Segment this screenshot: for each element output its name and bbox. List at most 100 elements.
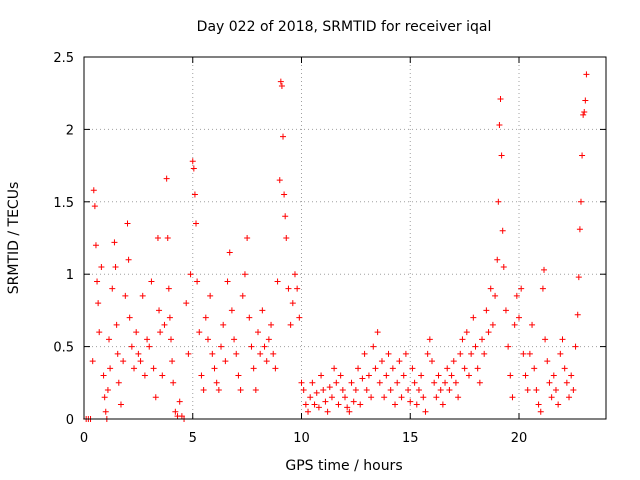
data-point	[363, 387, 370, 394]
data-point	[331, 365, 338, 372]
data-point	[96, 329, 103, 336]
data-point	[322, 398, 329, 405]
data-point	[559, 336, 566, 343]
data-point	[496, 122, 503, 129]
data-point	[489, 321, 496, 328]
data-point	[507, 372, 514, 379]
data-point	[474, 365, 481, 372]
data-point	[154, 235, 161, 241]
data-point	[193, 220, 200, 227]
x-tick-label: 15	[402, 431, 419, 446]
data-point	[202, 314, 209, 321]
data-point	[448, 372, 455, 379]
data-point	[472, 343, 479, 350]
data-points	[83, 71, 590, 422]
data-point	[452, 379, 459, 386]
data-point	[492, 292, 499, 299]
data-point	[413, 401, 420, 408]
data-point	[339, 387, 346, 394]
data-point	[276, 177, 283, 184]
data-point	[124, 220, 131, 227]
data-point	[91, 203, 98, 210]
data-point	[189, 158, 196, 165]
data-point	[497, 95, 504, 102]
data-point	[302, 401, 309, 408]
data-point	[572, 343, 579, 350]
data-point	[272, 365, 279, 372]
data-point	[398, 394, 405, 401]
x-axis-label: GPS time / hours	[285, 458, 402, 474]
data-point	[485, 329, 492, 336]
data-point	[385, 350, 392, 357]
data-point	[246, 314, 253, 321]
data-point	[161, 321, 168, 328]
data-point	[455, 394, 462, 401]
data-point	[241, 271, 248, 278]
data-point	[394, 379, 401, 386]
data-point	[505, 343, 512, 350]
data-point	[320, 387, 327, 394]
data-point	[109, 285, 116, 292]
data-point	[509, 394, 516, 401]
x-tick-label: 5	[189, 431, 197, 446]
plot-frame	[83, 56, 607, 420]
data-point	[131, 365, 138, 372]
data-point	[283, 235, 290, 241]
data-point	[114, 350, 121, 357]
data-point	[563, 379, 570, 386]
data-point	[187, 271, 194, 278]
data-point	[433, 394, 440, 401]
data-point	[342, 394, 348, 401]
data-point	[531, 365, 538, 372]
data-point	[170, 379, 177, 386]
data-point	[535, 401, 542, 408]
data-point	[575, 274, 582, 281]
data-point	[468, 350, 475, 357]
data-point	[231, 336, 238, 343]
data-point	[511, 321, 518, 328]
x-tick-label: 10	[293, 431, 310, 446]
data-point	[457, 350, 464, 357]
data-point	[278, 82, 285, 89]
data-point	[370, 343, 377, 350]
data-point	[381, 394, 388, 401]
data-point	[239, 292, 246, 299]
data-point	[270, 350, 277, 357]
data-point	[348, 379, 355, 386]
y-tick-label: 0.5	[53, 341, 74, 356]
data-point	[268, 321, 275, 328]
data-point	[113, 321, 120, 328]
data-point	[444, 365, 451, 372]
data-point	[125, 256, 132, 263]
data-point	[198, 372, 205, 379]
data-point	[265, 336, 272, 343]
data-point	[499, 227, 506, 234]
data-point	[411, 379, 418, 386]
data-point	[194, 278, 201, 285]
data-point	[522, 372, 529, 379]
data-point	[141, 372, 148, 379]
data-point	[461, 365, 468, 372]
data-point	[550, 372, 557, 379]
data-point	[196, 329, 203, 336]
data-point	[133, 329, 140, 336]
data-point	[185, 350, 192, 357]
data-point	[500, 263, 507, 270]
data-point	[529, 321, 536, 328]
data-point	[211, 365, 218, 372]
data-point	[139, 292, 146, 299]
data-point	[463, 329, 470, 336]
data-point	[244, 235, 251, 241]
data-point	[183, 300, 190, 307]
data-point	[252, 387, 259, 394]
data-point	[92, 242, 99, 249]
y-tick-label: 2	[66, 123, 74, 138]
data-point	[115, 379, 122, 386]
data-point	[387, 387, 394, 394]
data-point	[104, 387, 111, 394]
data-point	[344, 404, 351, 411]
data-point	[426, 336, 433, 343]
data-point	[561, 365, 568, 372]
data-point	[248, 343, 255, 350]
data-point	[281, 191, 288, 198]
